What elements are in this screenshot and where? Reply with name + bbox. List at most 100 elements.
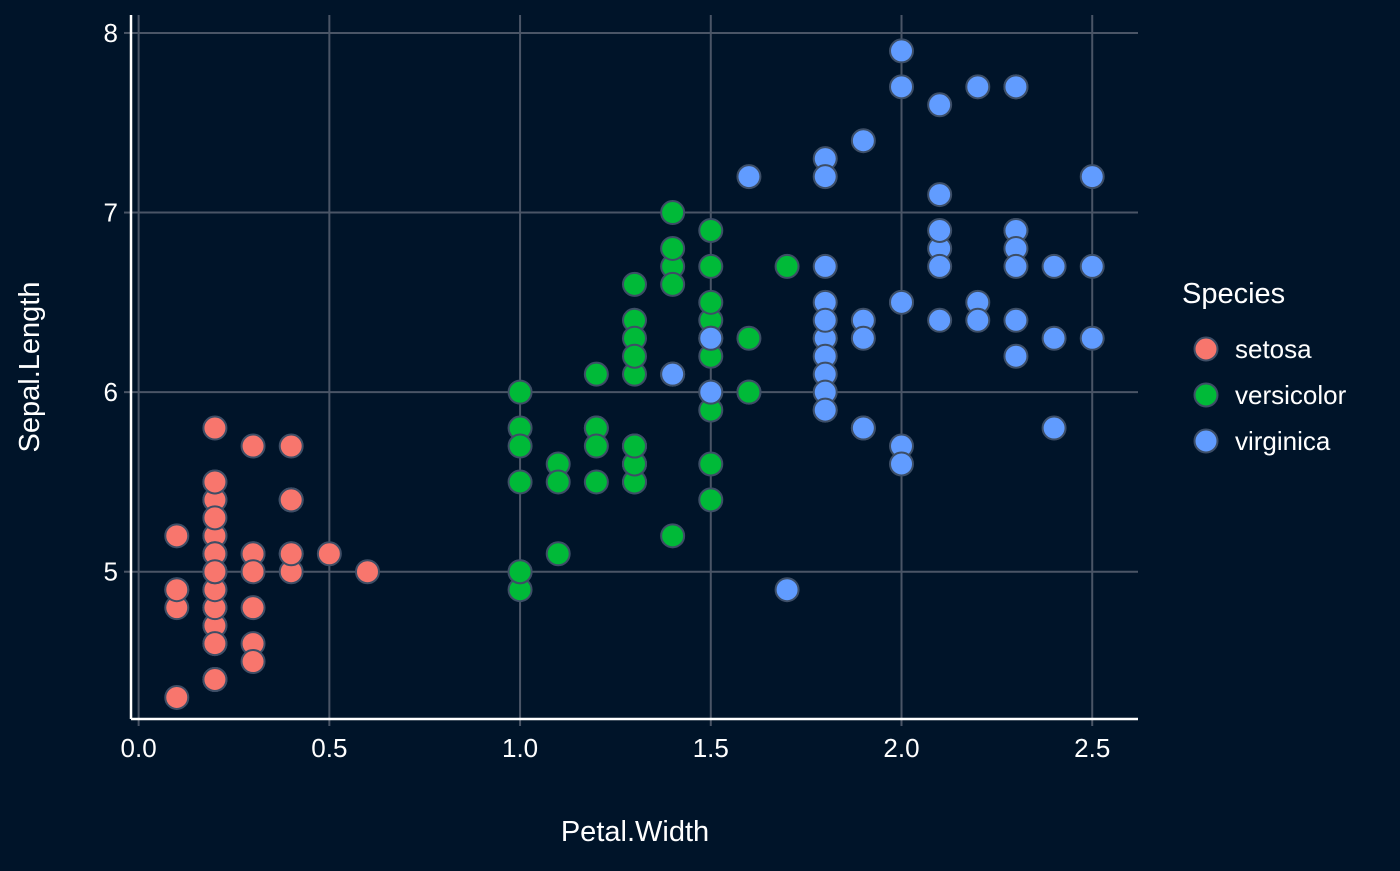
legend-title: Species: [1182, 278, 1285, 310]
y-axis-title: Sepal.Length: [14, 282, 46, 453]
data-point-versicolor: [583, 361, 609, 387]
data-point-virginica: [889, 451, 915, 477]
data-point-versicolor: [736, 325, 762, 351]
data-point-setosa: [164, 684, 190, 710]
data-point-setosa: [202, 631, 228, 657]
x-axis-title: Petal.Width: [561, 816, 709, 848]
data-point-setosa: [202, 505, 228, 531]
data-point-virginica: [774, 577, 800, 603]
y-tick-label: 7: [104, 198, 118, 228]
axes: 0.0 0.5 1.0 1.5 2.0 2.5 5 6 7 8: [104, 15, 1138, 763]
data-point-virginica: [889, 74, 915, 100]
legend-key-versicolor: [1193, 382, 1219, 408]
data-point-setosa: [240, 649, 266, 675]
series-versicolor: [507, 200, 838, 603]
data-point-versicolor: [774, 253, 800, 279]
data-point-versicolor: [698, 451, 724, 477]
grid-lines: [131, 15, 1138, 719]
legend-items: setosa versicolor virginica: [1193, 334, 1347, 456]
data-point-virginica: [1003, 343, 1029, 369]
legend: Species setosa versicolor virginica: [1182, 278, 1347, 456]
data-point-versicolor: [660, 523, 686, 549]
data-point-versicolor: [698, 487, 724, 513]
data-point-virginica: [1079, 325, 1105, 351]
data-point-virginica: [965, 307, 991, 333]
data-point-virginica: [927, 92, 953, 118]
data-point-versicolor: [583, 469, 609, 495]
data-point-virginica: [1041, 415, 1067, 441]
data-point-virginica: [1003, 253, 1029, 279]
data-point-virginica: [965, 74, 991, 100]
data-point-virginica: [889, 289, 915, 315]
x-tick-label: 1.5: [693, 733, 729, 763]
data-point-versicolor: [622, 433, 647, 459]
data-point-versicolor: [583, 433, 609, 459]
data-point-virginica: [850, 325, 876, 351]
data-point-virginica: [1003, 307, 1029, 333]
data-point-versicolor: [507, 469, 533, 495]
data-point-versicolor: [622, 343, 647, 369]
data-point-versicolor: [622, 271, 647, 297]
data-point-setosa: [164, 577, 190, 603]
data-point-virginica: [812, 307, 838, 333]
legend-label-versicolor: versicolor: [1235, 380, 1347, 410]
data-point-virginica: [1079, 253, 1105, 279]
y-tick-label: 6: [104, 377, 118, 407]
x-tick-label: 2.0: [883, 733, 919, 763]
legend-key-setosa: [1193, 336, 1219, 362]
data-point-setosa: [316, 541, 342, 567]
y-tick-label: 5: [104, 557, 118, 587]
data-point-setosa: [164, 523, 190, 549]
series-setosa: [164, 415, 380, 710]
data-point-versicolor: [507, 433, 533, 459]
data-point-setosa: [202, 469, 228, 495]
data-point-virginica: [1041, 253, 1067, 279]
data-point-virginica: [698, 379, 724, 405]
data-point-virginica: [889, 38, 915, 64]
x-tick-label: 1.0: [502, 733, 538, 763]
data-point-versicolor: [545, 469, 571, 495]
data-point-virginica: [927, 218, 953, 244]
data-point-versicolor: [660, 271, 686, 297]
data-point-versicolor: [698, 253, 724, 279]
data-point-setosa: [240, 433, 266, 459]
data-point-setosa: [278, 487, 304, 513]
data-point-virginica: [927, 307, 953, 333]
data-point-virginica: [812, 397, 838, 423]
data-point-versicolor: [660, 200, 686, 226]
data-point-virginica: [850, 415, 876, 441]
data-point-setosa: [202, 559, 228, 585]
data-point-versicolor: [507, 379, 533, 405]
data-points: [164, 38, 1105, 710]
data-point-virginica: [660, 361, 686, 387]
x-tick-label: 0.0: [121, 733, 157, 763]
data-point-virginica: [1003, 74, 1029, 100]
data-point-setosa: [240, 559, 266, 585]
data-point-virginica: [736, 164, 762, 190]
data-point-virginica: [927, 182, 953, 208]
data-point-virginica: [1079, 164, 1105, 190]
series-virginica: [660, 38, 1105, 603]
data-point-virginica: [850, 128, 876, 154]
data-point-setosa: [354, 559, 380, 585]
data-point-setosa: [278, 541, 304, 567]
data-point-setosa: [202, 415, 228, 441]
legend-key-virginica: [1193, 428, 1219, 454]
data-point-virginica: [927, 253, 953, 279]
x-tick-label: 2.5: [1074, 733, 1110, 763]
data-point-setosa: [202, 666, 228, 692]
data-point-versicolor: [736, 379, 762, 405]
data-point-versicolor: [698, 289, 724, 315]
data-point-versicolor: [698, 218, 724, 244]
data-point-versicolor: [507, 559, 533, 585]
legend-label-setosa: setosa: [1235, 334, 1312, 364]
x-tick-label: 0.5: [311, 733, 347, 763]
data-point-versicolor: [660, 235, 686, 261]
legend-label-virginica: virginica: [1235, 426, 1331, 456]
data-point-virginica: [812, 164, 838, 190]
data-point-setosa: [278, 433, 304, 459]
data-point-versicolor: [545, 541, 571, 567]
